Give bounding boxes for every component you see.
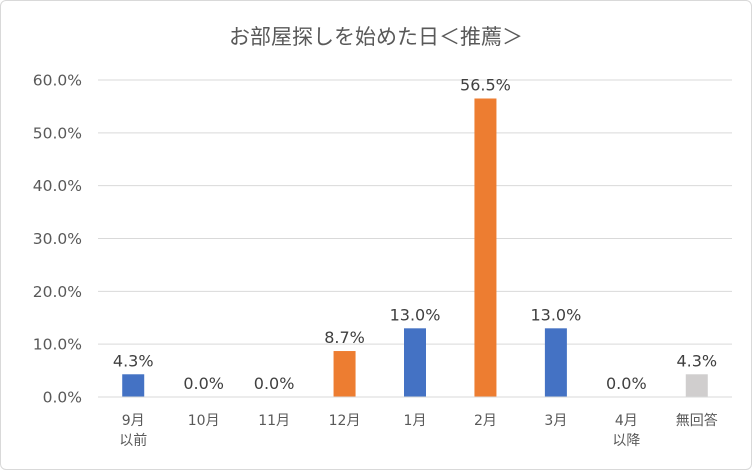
x-tick-label: 10月 <box>188 413 220 429</box>
data-label: 13.0% <box>530 305 581 324</box>
x-tick-label: 以前 <box>119 432 147 449</box>
y-tick-label: 0.0% <box>43 389 82 407</box>
data-label: 8.7% <box>324 328 365 347</box>
x-tick-label: 以降 <box>612 433 640 449</box>
x-tick-label: 1月 <box>404 413 427 429</box>
data-label: 0.0% <box>606 374 647 393</box>
gridlines <box>98 79 732 345</box>
data-label: 56.5% <box>460 75 511 94</box>
y-tick-label: 40.0% <box>33 177 82 195</box>
x-tick-label: 2月 <box>474 413 497 429</box>
x-tick-label: 4月 <box>615 413 638 429</box>
data-label: 4.3% <box>113 351 154 370</box>
y-tick-label: 30.0% <box>33 230 82 248</box>
y-tick-label: 50.0% <box>33 124 82 142</box>
data-label: 13.0% <box>390 305 441 324</box>
y-tick-label: 60.0% <box>33 72 82 90</box>
y-tick-label: 10.0% <box>33 336 82 354</box>
x-tick-label: 9月 <box>122 413 145 429</box>
y-tick-label: 20.0% <box>33 283 82 301</box>
chart-title: お部屋探しを始めた日＜推薦＞ <box>229 25 523 49</box>
bar <box>474 98 497 397</box>
bar <box>685 374 708 397</box>
data-labels: 4.3% 0.0% 0.0% 8.7% 13.0% 56.5% 13.0% 0.0% 4.3% <box>113 75 717 393</box>
bars <box>122 98 708 397</box>
y-axis-ticks: 0.0% 10.0% 20.0% 30.0% 40.0% 50.0% 60.0% <box>33 72 82 407</box>
data-label: 4.3% <box>676 351 717 370</box>
bar <box>333 351 356 397</box>
bar <box>404 328 426 397</box>
x-tick-label: 無回答 <box>676 412 718 429</box>
bar <box>122 374 145 397</box>
data-label: 0.0% <box>254 374 295 393</box>
data-label: 0.0% <box>183 374 224 393</box>
x-tick-label: 12月 <box>329 413 361 429</box>
bar <box>544 328 567 397</box>
x-tick-label: 3月 <box>544 413 567 429</box>
x-tick-label: 11月 <box>258 413 290 429</box>
